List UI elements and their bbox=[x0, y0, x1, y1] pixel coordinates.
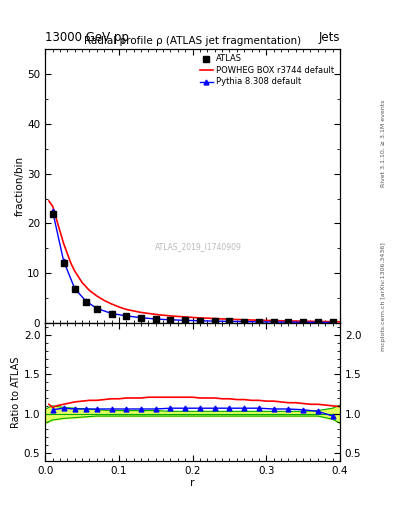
X-axis label: r: r bbox=[190, 478, 195, 488]
Text: mcplots.cern.ch [arXiv:1306.3436]: mcplots.cern.ch [arXiv:1306.3436] bbox=[381, 243, 386, 351]
Title: Radial profile ρ (ATLAS jet fragmentation): Radial profile ρ (ATLAS jet fragmentatio… bbox=[84, 36, 301, 47]
Text: Rivet 3.1.10, ≥ 3.1M events: Rivet 3.1.10, ≥ 3.1M events bbox=[381, 100, 386, 187]
Text: Jets: Jets bbox=[318, 31, 340, 44]
Legend: ATLAS, POWHEG BOX r3744 default, Pythia 8.308 default: ATLAS, POWHEG BOX r3744 default, Pythia … bbox=[198, 53, 336, 88]
Text: ATLAS_2019_I1740909: ATLAS_2019_I1740909 bbox=[155, 242, 242, 251]
Y-axis label: fraction/bin: fraction/bin bbox=[15, 156, 24, 216]
Y-axis label: Ratio to ATLAS: Ratio to ATLAS bbox=[11, 356, 21, 428]
Text: 13000 GeV pp: 13000 GeV pp bbox=[45, 31, 129, 44]
